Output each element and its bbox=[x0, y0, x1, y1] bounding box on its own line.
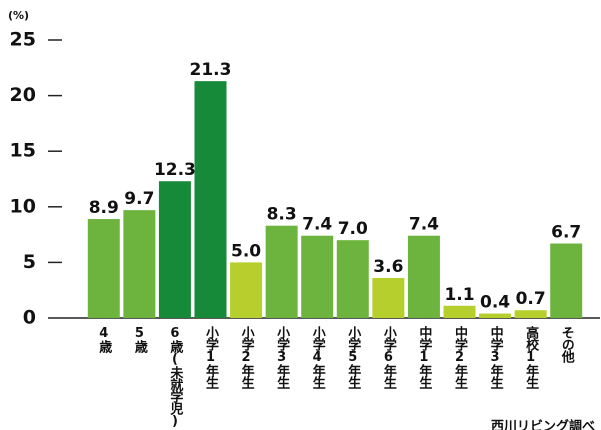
value-label: 1.1 bbox=[444, 285, 474, 305]
bar bbox=[194, 81, 227, 318]
bar bbox=[479, 313, 512, 318]
value-label: 3.6 bbox=[373, 257, 403, 277]
bar bbox=[123, 210, 156, 318]
bar bbox=[407, 235, 440, 318]
y-tick-label: 25 bbox=[10, 29, 36, 51]
bar bbox=[550, 243, 583, 318]
x-tick-label: その他 bbox=[559, 326, 576, 364]
y-tick-label: 15 bbox=[10, 140, 36, 162]
x-tick-label: 6歳(未就学児) bbox=[167, 326, 184, 428]
value-label: 7.4 bbox=[409, 215, 439, 235]
x-tick-label: 5歳 bbox=[132, 326, 148, 354]
value-label: 8.9 bbox=[89, 198, 119, 218]
value-label: 7.0 bbox=[338, 219, 368, 239]
bar bbox=[372, 277, 405, 318]
bar bbox=[265, 225, 298, 318]
value-label: 12.3 bbox=[154, 160, 196, 180]
value-label: 7.4 bbox=[302, 215, 332, 235]
value-label: 6.7 bbox=[551, 222, 581, 242]
y-tick-label: 0 bbox=[23, 307, 36, 329]
x-tick-label: 4歳 bbox=[96, 326, 112, 354]
bar bbox=[158, 181, 191, 318]
x-tick-label: 小学4年生 bbox=[310, 326, 326, 389]
source: 西川リビング調べ bbox=[491, 419, 595, 430]
x-tick-label: 小学2年生 bbox=[239, 326, 255, 389]
bar bbox=[443, 305, 476, 318]
x-tick-label: 小学1年生 bbox=[203, 326, 219, 389]
bar bbox=[301, 235, 334, 318]
bar bbox=[514, 310, 547, 318]
bar bbox=[87, 219, 120, 318]
value-label: 9.7 bbox=[124, 189, 154, 209]
x-tick-label: 高校1年生 bbox=[523, 325, 539, 389]
value-label: 5.0 bbox=[231, 241, 261, 261]
x-tick-label: 中学3年生 bbox=[488, 325, 504, 389]
value-label: 21.3 bbox=[190, 60, 232, 80]
bar bbox=[230, 262, 263, 318]
x-tick-label: 小学6年生 bbox=[381, 326, 397, 389]
value-label: 0.7 bbox=[516, 289, 546, 309]
y-tick-label: 10 bbox=[10, 195, 36, 217]
bar bbox=[336, 240, 369, 318]
x-tick-label: 中学2年生 bbox=[452, 325, 468, 389]
value-label: 0.4 bbox=[480, 293, 510, 313]
x-tick-label: 中学1年生 bbox=[416, 325, 432, 389]
y-tick-label: 5 bbox=[23, 251, 36, 273]
x-tick-label: 小学5年生 bbox=[345, 326, 361, 389]
x-tick-label: 小学3年生 bbox=[274, 326, 290, 389]
unit-label: (%) bbox=[8, 9, 29, 22]
y-tick-label: 20 bbox=[10, 84, 36, 106]
value-label: 8.3 bbox=[267, 205, 297, 225]
